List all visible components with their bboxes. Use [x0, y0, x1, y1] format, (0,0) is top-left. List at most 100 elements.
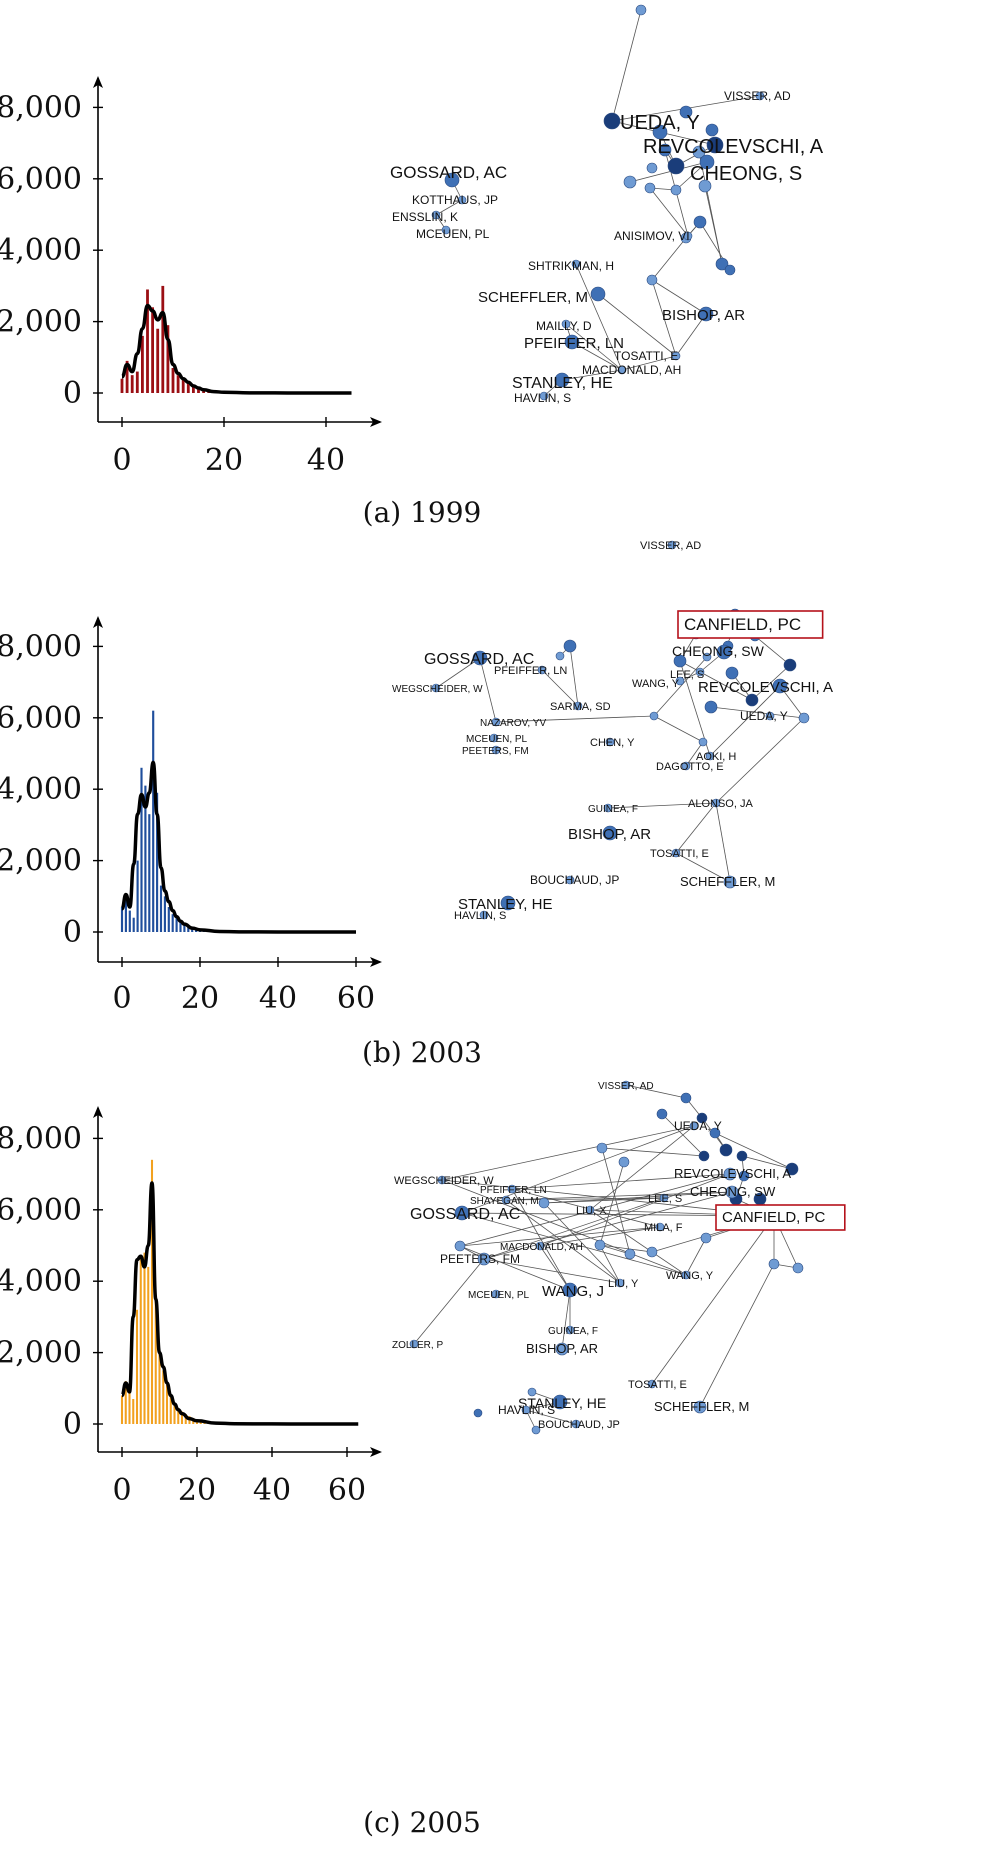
network-node — [792, 1262, 804, 1274]
author-node-tosatti-e: TOSATTI, E — [614, 349, 681, 363]
network-node — [646, 274, 658, 286]
y-tick-label: 8,000 — [0, 1121, 82, 1156]
x-tick-label: 40 — [253, 1473, 291, 1508]
network-node — [437, 1175, 447, 1185]
histogram-bar — [186, 382, 190, 393]
author-node-scheffler-m: SCHEFFLER, M — [478, 286, 606, 306]
network-node — [675, 676, 685, 686]
histogram-bar — [135, 1309, 139, 1424]
network-node — [479, 910, 489, 920]
author-node-guinea-f: GUINEA, F — [588, 803, 638, 815]
histogram-bar — [124, 1381, 127, 1424]
histogram-bar — [148, 814, 151, 932]
author-node-chen-y: CHEN, Y — [590, 737, 635, 749]
collaboration-network: VISSER, AD UEDA, Y WEGSCHEIDER, WPFEIFFER,… — [392, 1080, 846, 1435]
histogram-bars — [120, 1159, 236, 1424]
network-node — [655, 1222, 665, 1232]
network-node — [709, 1127, 721, 1139]
network-node — [444, 172, 460, 188]
histogram-bar — [132, 917, 135, 932]
network-node — [681, 761, 691, 771]
author-node-scheffler-m: SCHEFFLER, M — [680, 874, 775, 889]
author-label: CHEN, Y — [590, 737, 635, 749]
histogram-bar — [171, 914, 174, 932]
network-edge — [651, 279, 677, 357]
histogram-bar — [151, 307, 155, 393]
author-node-stanley-he: STANLEY, HE — [518, 1394, 606, 1411]
network-node — [689, 1121, 699, 1131]
author-label: MILA, F — [644, 1222, 683, 1234]
author-node-nazarov-yv: NAZAROV, YV — [480, 717, 546, 729]
author-node-stanley-he: STANLEY, HE — [458, 895, 552, 913]
author-label: SHAYEGAN, M — [470, 1196, 539, 1207]
author-node-pfeiffer-ln: PFEIFFER, LN — [524, 334, 624, 352]
network-edge — [601, 1147, 631, 1255]
histogram-bar — [169, 1395, 172, 1424]
author-node-tosatti-e: TOSATTI, E — [650, 848, 709, 860]
network-node — [489, 733, 499, 743]
network-node — [693, 1400, 707, 1414]
author-node-liu-x: LIU, X — [576, 1205, 607, 1217]
x-tick-label: 20 — [181, 981, 219, 1016]
network-edge — [543, 1191, 733, 1204]
author-node-lee-s: LEE, S — [648, 1193, 682, 1205]
network-node — [431, 210, 441, 220]
author-label: WANG, Y — [632, 678, 680, 690]
histogram-bar — [156, 792, 159, 932]
network-node — [521, 1405, 531, 1415]
network-node — [745, 693, 759, 707]
highlight-box — [715, 1204, 846, 1231]
y-tick-label: 4,000 — [0, 772, 82, 807]
network-edge — [495, 715, 655, 723]
author-label: HAVLIN, S — [514, 391, 571, 405]
author-label: WANG, J — [542, 1283, 604, 1300]
author-node-revcolevschi-a: REVCOLEVSCHI, A — [674, 1166, 791, 1181]
network-edge — [599, 1161, 625, 1246]
author-label: TOSATTI, E — [628, 1379, 687, 1391]
network-node — [565, 875, 575, 885]
network-node — [736, 1150, 748, 1162]
network-node — [765, 711, 775, 721]
network-node — [698, 179, 712, 193]
histogram-bar — [120, 378, 124, 393]
author-node-pfeiffer-ln: PFEIFFER, LN — [480, 1184, 547, 1196]
network-node — [454, 1240, 466, 1252]
network-edge — [601, 1147, 705, 1157]
network-edge — [714, 1132, 793, 1170]
histogram-bar — [175, 917, 178, 932]
network-node — [719, 1143, 733, 1157]
author-label: GOSSARD, AC — [424, 651, 534, 668]
author-node-bishop-ar: BISHOP, AR — [568, 825, 651, 843]
network-node — [409, 1339, 419, 1349]
network-node — [647, 1379, 657, 1389]
author-node-havlin-s: HAVLIN, S — [514, 391, 571, 405]
author-node-visser-ad: VISSER, AD — [598, 1080, 654, 1092]
y-tick-label: 8,000 — [0, 629, 82, 664]
author-node-ensslin-k: ENSSLIN, K — [392, 210, 458, 224]
author-node-liu-y: LIU, Y — [608, 1278, 639, 1290]
network-edge — [599, 1244, 653, 1253]
network-edge — [651, 279, 707, 315]
histogram-bar — [135, 371, 139, 393]
author-node-mceuen-pl: MCEUEN, PL — [416, 225, 490, 241]
network-node — [555, 651, 565, 661]
axes: 0 2,000 4,000 6,000 8,000 0 20 40 60 — [0, 616, 382, 1016]
author-label: TOSATTI, E — [650, 848, 709, 860]
author-label: MACDONALD, AH — [582, 363, 681, 377]
network-node — [725, 1185, 739, 1199]
author-label: ZOLLER, P — [392, 1340, 443, 1351]
author-node-sarma-sd: SARMA, SD — [550, 701, 611, 713]
histogram-bar — [139, 1256, 142, 1424]
network-node — [491, 745, 501, 755]
network-edge — [483, 1191, 733, 1260]
histogram-bar — [166, 325, 170, 393]
network-edge — [675, 802, 717, 854]
author-node-ueda-y: UEDA, Y — [603, 112, 700, 134]
network-node — [635, 4, 647, 16]
network-edge — [539, 1226, 661, 1247]
author-node-macdonald-ah: MACDONALD, AH — [582, 363, 681, 377]
network-node — [698, 737, 708, 747]
network-node — [554, 372, 570, 388]
network-node — [500, 895, 516, 911]
